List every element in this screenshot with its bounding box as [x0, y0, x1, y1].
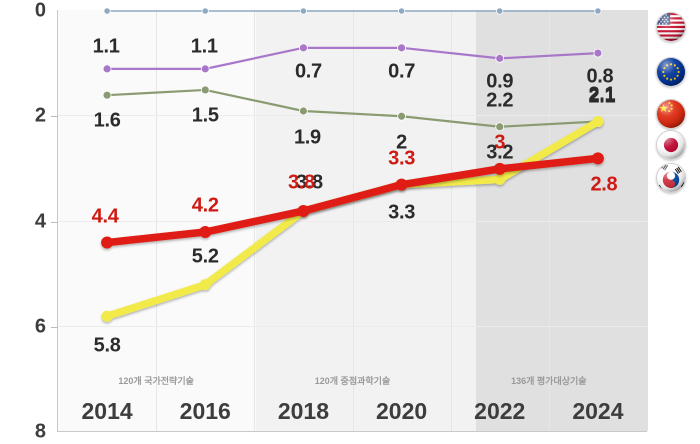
series-line [103, 154, 602, 247]
band-note: 136개 평가대상기술 [511, 376, 587, 386]
series-line [103, 117, 602, 320]
data-label: 1.6 [93, 109, 121, 132]
data-point [299, 43, 308, 53]
data-label: 2.8 [590, 173, 618, 196]
series-line [105, 46, 600, 70]
data-label: 1.1 [92, 35, 120, 58]
flag-japan-icon [656, 130, 686, 160]
data-label: 0.9 [486, 70, 514, 93]
series-korea [101, 152, 604, 249]
data-label: 2.1 [588, 85, 616, 107]
data-point [591, 152, 604, 165]
horizontal-gridline [58, 220, 647, 222]
flag-usa-icon [656, 12, 686, 42]
data-point [200, 85, 210, 95]
data-label: 0.8 [586, 65, 614, 88]
data-label: 5.2 [191, 245, 219, 268]
data-label: 3.3 [388, 201, 416, 224]
horizontal-gridline [58, 115, 647, 117]
data-label: 0.7 [294, 60, 322, 83]
data-label: 3 [494, 131, 506, 154]
data-label: 1.1 [190, 35, 218, 58]
y-axis-tick-label: 8 [34, 420, 46, 443]
data-label: 4.2 [191, 194, 219, 217]
data-label: 1.9 [293, 126, 321, 149]
data-point [397, 43, 406, 53]
data-point [494, 173, 506, 185]
x-axis-label: 2020 [375, 398, 428, 424]
data-point [593, 48, 603, 58]
flag-korea-icon [656, 163, 686, 193]
data-point [495, 53, 505, 63]
data-point [102, 64, 112, 74]
data-point [103, 7, 111, 15]
x-axis-label: 2024 [572, 398, 624, 424]
y-axis-tick-label: 4 [34, 210, 46, 232]
data-label: 3.8 [287, 171, 315, 194]
data-point [101, 236, 114, 249]
band-note: 120개 국가전략기술 [118, 376, 194, 386]
data-point [496, 7, 504, 15]
data-point [397, 111, 406, 121]
x-axis-label: 2014 [81, 398, 133, 424]
plot-area [57, 10, 648, 432]
data-label: 2.1 [588, 83, 616, 105]
flag-china-icon [656, 99, 686, 129]
data-label: 4.4 [91, 205, 119, 228]
data-point [495, 122, 505, 132]
series-line [105, 88, 600, 128]
x-axis-label: 2022 [474, 398, 526, 424]
data-point [397, 7, 406, 15]
data-point [102, 90, 112, 100]
data-point [299, 7, 308, 15]
y-axis-tick-label: 0 [34, 0, 46, 22]
flag-eu-icon [656, 57, 686, 87]
series-usa [103, 7, 602, 15]
data-point [200, 64, 210, 74]
data-label: 1.5 [191, 104, 219, 127]
data-label: 3.3 [388, 147, 416, 170]
band-note: 120개 중점과학기술 [314, 376, 391, 386]
data-label: 3.2 [486, 141, 514, 164]
data-point [594, 7, 602, 15]
y-axis-tick-mark [51, 116, 58, 118]
data-point [199, 279, 211, 291]
data-label: 2 [396, 131, 407, 154]
x-axis-label: 2018 [277, 398, 329, 424]
y-axis-tick-mark [51, 221, 58, 223]
data-point [299, 106, 308, 116]
data-label: 0.7 [388, 60, 416, 83]
data-label: 2.2 [486, 89, 514, 112]
data-label: 3.8 [295, 171, 323, 194]
horizontal-gridline [58, 325, 647, 327]
data-point [199, 226, 212, 239]
x-axis-label: 2016 [179, 398, 231, 424]
data-point [297, 204, 310, 217]
series-eu [102, 43, 603, 74]
y-axis-tick-label: 2 [34, 104, 46, 127]
data-point [592, 116, 604, 128]
series-china [102, 85, 603, 132]
y-axis-tick-mark [51, 326, 58, 328]
data-point [201, 7, 209, 15]
data-label: 5.8 [93, 334, 121, 357]
data-point [101, 310, 113, 322]
y-axis-tick-label: 6 [34, 315, 46, 338]
series-japan [101, 116, 604, 322]
data-point [493, 162, 506, 175]
data-point [395, 178, 408, 191]
